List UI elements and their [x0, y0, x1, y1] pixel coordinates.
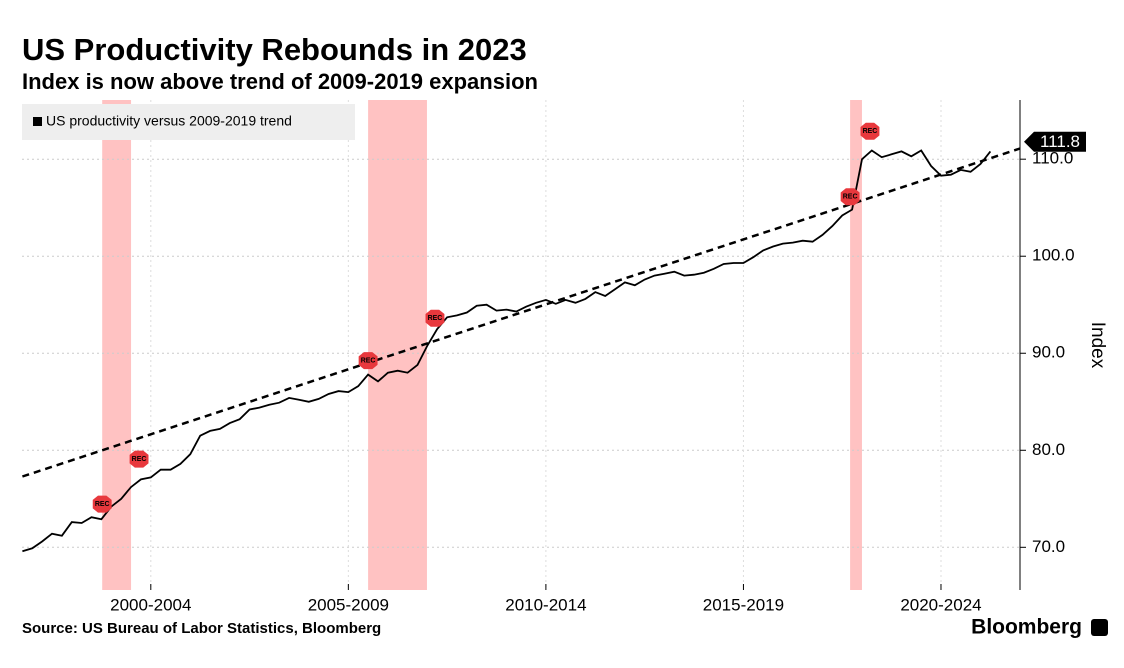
x-tick-label: 2020-2024	[900, 595, 981, 614]
y-tick-label: 110.0	[1032, 149, 1073, 168]
recession-badge	[92, 495, 112, 513]
recession-marker: REC	[358, 352, 378, 370]
legend: US productivity versus 2009-2019 trend	[22, 104, 355, 140]
recession-label: REC	[95, 501, 110, 508]
y-tick-label: 90.0	[1032, 343, 1065, 362]
recession-band	[102, 100, 132, 590]
x-tick-label: 2000-2004	[110, 595, 191, 614]
last-value-label: 111.8	[1040, 132, 1080, 151]
recession-marker: REC	[860, 122, 880, 140]
x-tick-label: 2005-2009	[308, 595, 389, 614]
chart-title: US Productivity Rebounds in 2023	[22, 32, 527, 67]
recession-badge	[860, 122, 880, 140]
recession-marker: REC	[425, 309, 445, 327]
legend-label: US productivity versus 2009-2019 trend	[46, 113, 292, 129]
brand-icon	[1091, 619, 1108, 636]
source: Source: US Bureau of Labor Statistics, B…	[22, 620, 381, 637]
y-tick-label: 80.0	[1032, 440, 1065, 459]
recession-label: REC	[843, 194, 858, 201]
line	[22, 149, 992, 553]
brand: Bloomberg	[971, 616, 1082, 639]
y-tick-label: 100.0	[1032, 246, 1075, 265]
recession-band	[850, 100, 862, 590]
recession-marker: REC	[840, 188, 860, 206]
recession-marker: REC	[92, 495, 112, 513]
x-tick-label: 2015-2019	[703, 595, 784, 614]
legend-swatch	[33, 117, 42, 126]
recession-label: REC	[863, 128, 878, 135]
recession-badge	[425, 309, 445, 327]
recession-label: REC	[428, 315, 443, 322]
recession-badge	[840, 188, 860, 206]
last-value-tag	[1024, 131, 1086, 152]
recession-marker: REC	[129, 450, 149, 468]
chart-subtitle: Index is now above trend of 2009-2019 ex…	[22, 69, 538, 94]
y-axis-title: Index	[1087, 322, 1108, 369]
recession-label: REC	[132, 456, 147, 463]
y-tick-label: 70.0	[1032, 537, 1065, 556]
recession-label: REC	[361, 357, 376, 364]
recession-badge	[358, 352, 378, 370]
recession-badge	[129, 450, 149, 468]
legend-box	[22, 104, 355, 140]
recession-band	[368, 100, 427, 590]
trend-line	[22, 147, 1021, 478]
x-tick-label: 2010-2014	[505, 595, 586, 614]
